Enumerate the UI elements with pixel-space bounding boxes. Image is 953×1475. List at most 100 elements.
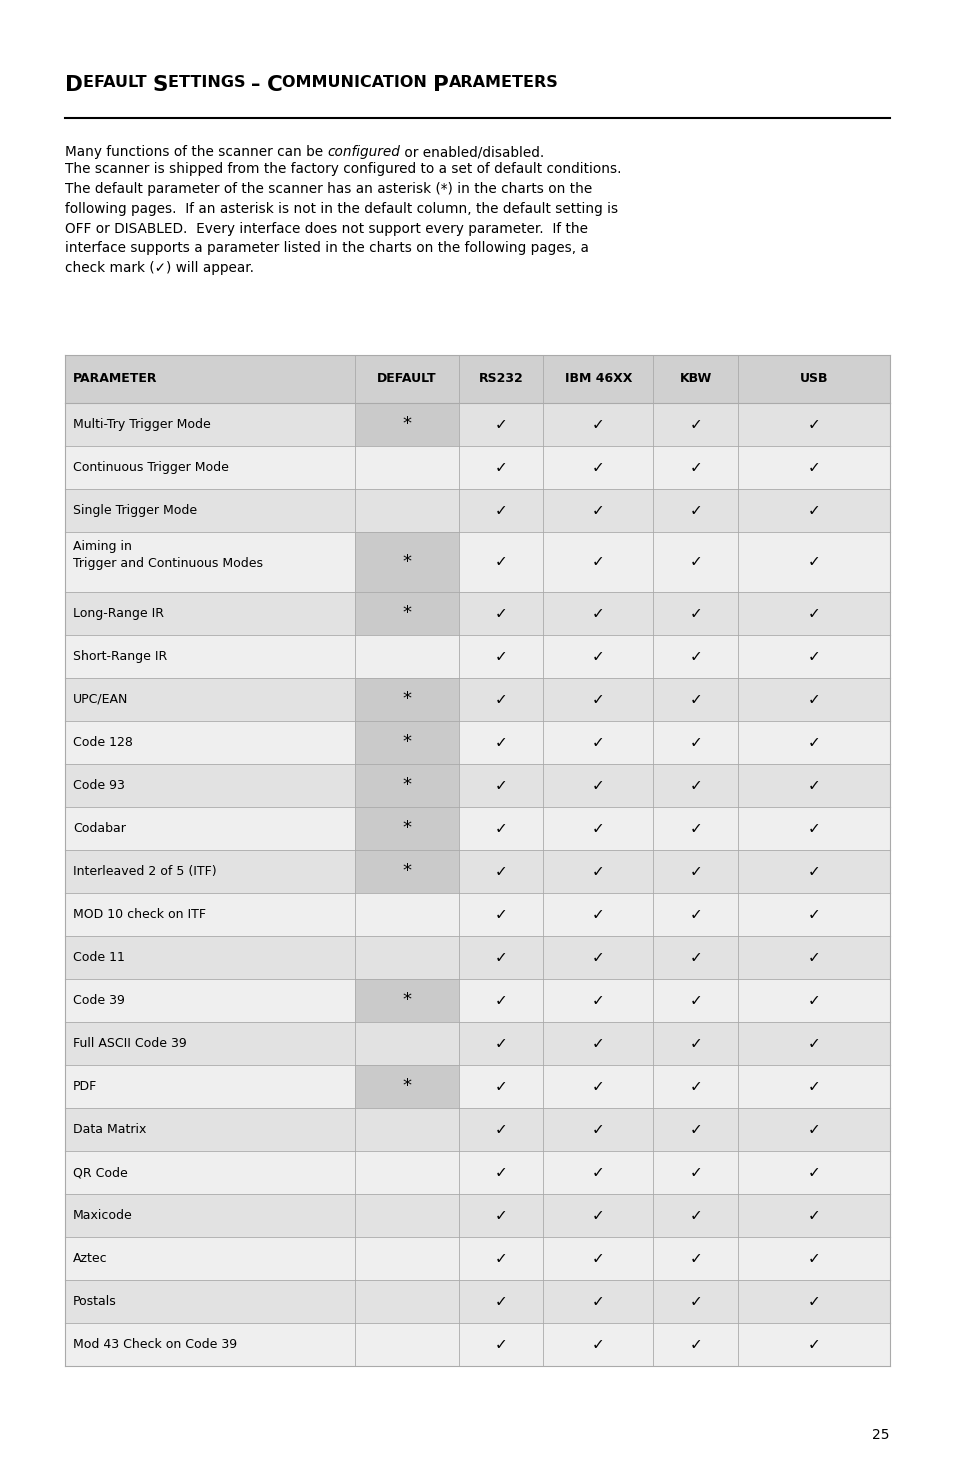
Text: ✓: ✓ [807, 993, 820, 1007]
Text: ✓: ✓ [494, 649, 507, 664]
Text: ✓: ✓ [592, 777, 604, 794]
Bar [355, 807, 458, 850]
Text: ✓: ✓ [689, 606, 701, 621]
Text: ✓: ✓ [494, 1165, 507, 1180]
Bar [65, 355, 889, 403]
Text: *: * [402, 1078, 411, 1096]
Text: ✓: ✓ [592, 1208, 604, 1223]
Text: Trigger and Continuous Modes: Trigger and Continuous Modes [73, 558, 263, 569]
Text: Long-Range IR: Long-Range IR [73, 608, 164, 620]
Text: Short-Range IR: Short-Range IR [73, 650, 167, 662]
Text: configured: configured [327, 145, 400, 159]
Bar [355, 979, 458, 1022]
Text: *: * [402, 733, 411, 751]
Text: KBW: KBW [679, 373, 711, 385]
Text: ✓: ✓ [494, 1336, 507, 1353]
Bar [355, 678, 458, 721]
Text: ✓: ✓ [807, 1122, 820, 1137]
Text: DEFAULT: DEFAULT [376, 373, 436, 385]
Text: ✓: ✓ [592, 460, 604, 475]
Text: Code 11: Code 11 [73, 951, 125, 965]
Text: Mod 43 Check on Code 39: Mod 43 Check on Code 39 [73, 1338, 237, 1351]
Text: *: * [402, 991, 411, 1009]
Text: EFAULT: EFAULT [83, 75, 152, 90]
Text: QR Code: QR Code [73, 1167, 128, 1179]
Text: C: C [266, 75, 282, 94]
Text: ✓: ✓ [494, 1251, 507, 1266]
Bar [65, 1323, 889, 1366]
Text: ✓: ✓ [807, 606, 820, 621]
Text: ✓: ✓ [689, 1208, 701, 1223]
Bar [65, 636, 889, 679]
Text: ✓: ✓ [494, 606, 507, 621]
Text: ✓: ✓ [494, 864, 507, 879]
Text: P: P [433, 75, 448, 94]
Text: The scanner is shipped from the factory configured to a set of default condition: The scanner is shipped from the factory … [65, 162, 620, 276]
Text: ✓: ✓ [494, 993, 507, 1007]
Text: ✓: ✓ [494, 735, 507, 749]
Text: ✓: ✓ [807, 692, 820, 707]
Text: Full ASCII Code 39: Full ASCII Code 39 [73, 1037, 187, 1050]
Bar [65, 1238, 889, 1280]
Bar [355, 721, 458, 764]
Text: ✓: ✓ [592, 1165, 604, 1180]
Text: ✓: ✓ [689, 907, 701, 922]
Text: –: – [251, 75, 266, 94]
Text: ✓: ✓ [807, 1035, 820, 1052]
Bar [65, 892, 889, 937]
Text: ✓: ✓ [689, 777, 701, 794]
Text: ✓: ✓ [494, 950, 507, 965]
Bar [65, 937, 889, 979]
Bar [65, 678, 889, 721]
Text: ✓: ✓ [592, 606, 604, 621]
Text: ✓: ✓ [807, 864, 820, 879]
Text: ✓: ✓ [689, 1294, 701, 1308]
Text: IBM 46XX: IBM 46XX [564, 373, 632, 385]
Text: ✓: ✓ [689, 1035, 701, 1052]
Text: ✓: ✓ [592, 692, 604, 707]
Text: ✓: ✓ [807, 1294, 820, 1308]
Text: ✓: ✓ [494, 417, 507, 432]
Text: ✓: ✓ [592, 1122, 604, 1137]
Bar [355, 764, 458, 807]
Text: ETTINGS: ETTINGS [168, 75, 251, 90]
Text: ✓: ✓ [592, 950, 604, 965]
Text: ✓: ✓ [689, 950, 701, 965]
Text: ✓: ✓ [592, 822, 604, 836]
Text: ✓: ✓ [807, 503, 820, 518]
Text: ✓: ✓ [689, 864, 701, 879]
Text: ✓: ✓ [689, 503, 701, 518]
Bar [355, 850, 458, 892]
Text: ✓: ✓ [689, 1122, 701, 1137]
Bar [65, 807, 889, 850]
Text: Interleaved 2 of 5 (ITF): Interleaved 2 of 5 (ITF) [73, 864, 216, 878]
Bar [355, 403, 458, 445]
Text: Code 128: Code 128 [73, 736, 132, 749]
Text: ✓: ✓ [689, 649, 701, 664]
Text: Many functions of the scanner can be: Many functions of the scanner can be [65, 145, 327, 159]
Text: Postals: Postals [73, 1295, 116, 1308]
Text: Multi-Try Trigger Mode: Multi-Try Trigger Mode [73, 417, 211, 431]
Text: ✓: ✓ [592, 1080, 604, 1094]
Text: ✓: ✓ [689, 1165, 701, 1180]
Text: ✓: ✓ [494, 777, 507, 794]
Bar [65, 1065, 889, 1108]
Text: RS232: RS232 [478, 373, 523, 385]
Text: or enabled/disabled.: or enabled/disabled. [400, 145, 544, 159]
Text: ✓: ✓ [689, 735, 701, 749]
Text: ✓: ✓ [689, 1080, 701, 1094]
Bar [65, 1150, 889, 1193]
Text: ✓: ✓ [494, 1294, 507, 1308]
Bar [65, 721, 889, 764]
Text: ✓: ✓ [689, 417, 701, 432]
Text: ✓: ✓ [592, 1035, 604, 1052]
Text: MOD 10 check on ITF: MOD 10 check on ITF [73, 909, 206, 920]
Bar [65, 403, 889, 445]
Text: ✓: ✓ [592, 1251, 604, 1266]
Text: ✓: ✓ [494, 907, 507, 922]
Text: *: * [402, 605, 411, 622]
Text: ✓: ✓ [592, 417, 604, 432]
Bar [65, 764, 889, 807]
Text: ✓: ✓ [807, 822, 820, 836]
Text: ✓: ✓ [689, 1336, 701, 1353]
